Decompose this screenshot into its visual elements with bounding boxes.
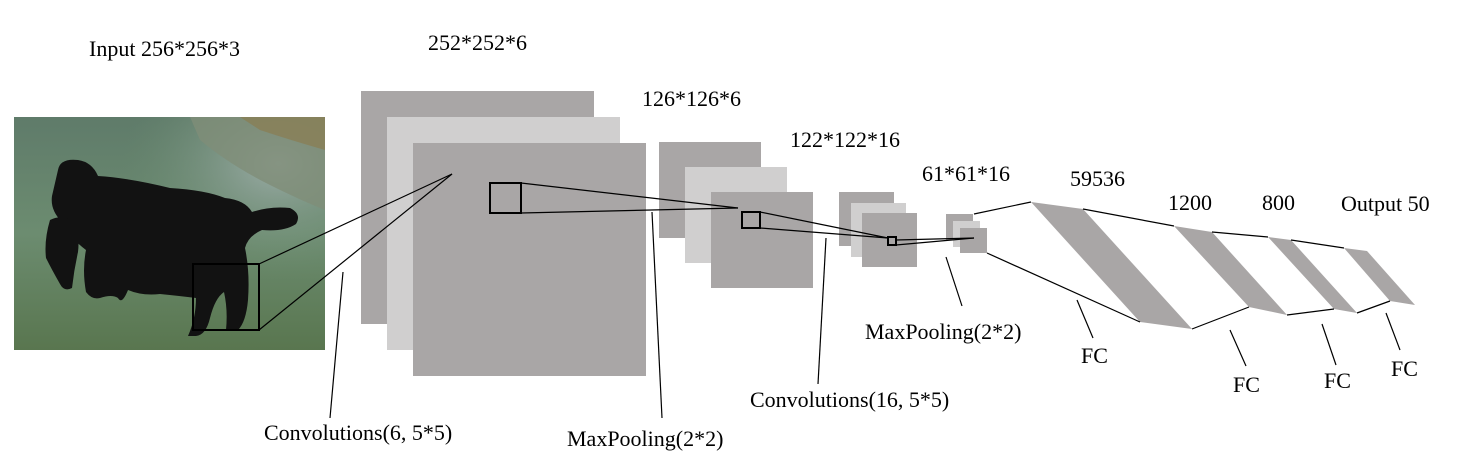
output-layer-shape bbox=[1344, 248, 1415, 305]
output-label: Output 50 bbox=[1341, 191, 1430, 216]
conv2-op-label: Convolutions(16, 5*5) bbox=[750, 387, 949, 412]
projection-line bbox=[973, 201, 1032, 215]
fc2-layer-shape bbox=[1268, 237, 1357, 313]
pool1-receptive-box bbox=[741, 211, 761, 229]
projection-line bbox=[986, 252, 1141, 323]
projection-line bbox=[1211, 231, 1269, 238]
fc4-op-label: FC bbox=[1391, 356, 1418, 381]
projection-line bbox=[895, 237, 975, 241]
projection-line bbox=[759, 227, 889, 239]
projection-line bbox=[1191, 306, 1250, 330]
projection-line bbox=[1290, 239, 1345, 249]
conv2-dims-label: 122*122*16 bbox=[790, 127, 900, 152]
conv1-leader-line bbox=[329, 271, 344, 419]
conv1-feature-maps bbox=[361, 91, 646, 376]
projection-line bbox=[759, 211, 889, 239]
conv2-leader-line bbox=[817, 237, 827, 385]
fc3-op-label: FC bbox=[1324, 368, 1351, 393]
fc1-leader-line bbox=[1076, 299, 1094, 339]
conv1-receptive-box bbox=[489, 182, 522, 214]
leader-lines bbox=[329, 211, 1401, 419]
fc1-layer-shape bbox=[1174, 226, 1287, 315]
fc2-op-label: FC bbox=[1233, 372, 1260, 397]
pool1-dims-label: 126*126*6 bbox=[642, 86, 741, 111]
receptive-field-boxes bbox=[192, 182, 897, 331]
conv2-feature-maps bbox=[839, 192, 917, 267]
dog-silhouette bbox=[45, 159, 298, 336]
projection-line bbox=[1082, 208, 1175, 227]
fc-layers bbox=[1031, 202, 1415, 329]
fc1-dims-label: 1200 bbox=[1168, 190, 1212, 215]
pool2-map-front bbox=[960, 228, 987, 253]
pool2-op-label: MaxPooling(2*2) bbox=[865, 319, 1021, 344]
fc4-leader-line bbox=[1385, 312, 1401, 351]
conv2-receptive-box bbox=[887, 236, 897, 246]
projection-line bbox=[520, 182, 739, 209]
input-label: Input 256*256*3 bbox=[89, 36, 240, 61]
projection-lines bbox=[258, 173, 1391, 331]
pool2-feature-maps bbox=[946, 214, 987, 253]
fc2-dims-label: 800 bbox=[1262, 190, 1295, 215]
pool2-dims-label: 61*61*16 bbox=[922, 161, 1010, 186]
conv1-map-front bbox=[413, 143, 646, 376]
fc3-leader-line bbox=[1321, 323, 1337, 366]
flatten-dims-label: 59536 bbox=[1070, 166, 1125, 191]
input-receptive-box bbox=[192, 263, 260, 331]
projection-line bbox=[1286, 308, 1335, 316]
fc1-op-label: FC bbox=[1081, 343, 1108, 368]
pool1-leader-line bbox=[651, 211, 663, 419]
projection-line bbox=[1356, 300, 1391, 314]
input-image bbox=[14, 117, 325, 350]
flatten-layer-shape bbox=[1031, 202, 1192, 329]
projection-line bbox=[258, 173, 453, 265]
dimension-labels: Input 256*256*3 252*252*6 126*126*6 122*… bbox=[89, 30, 1430, 216]
conv1-dims-label: 252*252*6 bbox=[428, 30, 527, 55]
pool1-op-label: MaxPooling(2*2) bbox=[567, 426, 723, 451]
pool1-feature-maps bbox=[659, 142, 813, 288]
pool2-leader-line bbox=[945, 256, 963, 307]
projection-line bbox=[258, 173, 453, 331]
conv1-op-label: Convolutions(6, 5*5) bbox=[264, 420, 452, 445]
fc2-leader-line bbox=[1229, 329, 1247, 367]
projection-line bbox=[520, 207, 739, 214]
operation-labels: Convolutions(6, 5*5) MaxPooling(2*2) Con… bbox=[264, 319, 1418, 451]
projection-line bbox=[895, 237, 975, 246]
